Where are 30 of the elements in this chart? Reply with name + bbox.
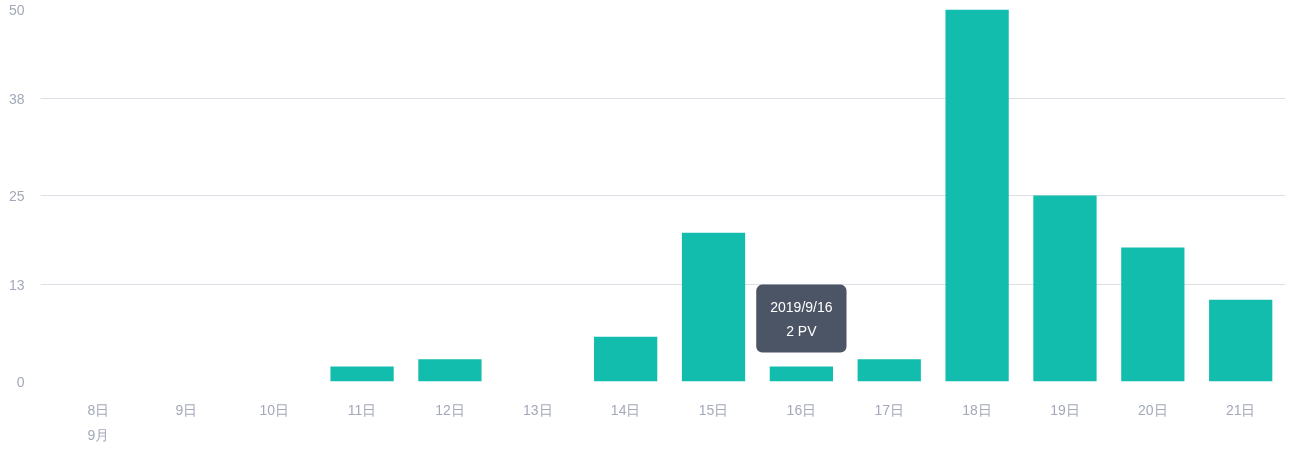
x-tick-label: 17日 [874,401,905,418]
x-tick-label: 21日 [1225,401,1256,418]
x-tick-label: 12日 [435,401,465,418]
bar [1121,247,1185,382]
y-tick-label: 38 [8,90,25,107]
x-tick-label: 10日 [259,401,289,418]
x-tick-label: 16日 [786,401,817,418]
bar [330,366,394,382]
bar [945,9,1009,382]
bar [769,366,834,382]
x-tick-label: 19日 [1050,401,1080,418]
x-tick-label: 14日 [610,401,641,418]
x-tick-label: 13日 [523,401,553,418]
y-tick-label: 13 [8,276,25,293]
y-tick-label: 50 [8,1,25,18]
x-tick-label: 15日 [698,401,729,418]
x-tick-label: 18日 [962,401,992,418]
bar [857,359,921,382]
bar [1033,195,1097,382]
bar [594,336,658,382]
x-tick-label: 11日 [347,401,377,418]
y-tick-label: 0 [16,373,25,390]
x-tick-label: 8日 9月 [87,401,110,444]
bar [1209,299,1273,382]
y-tick-label: 25 [8,187,25,204]
x-tick-label: 20日 [1138,401,1168,418]
bar [418,359,482,382]
bar [681,232,746,382]
x-tick-label: 9日 [175,401,198,418]
annotation: 2019/9/16 2 PV [770,298,833,339]
